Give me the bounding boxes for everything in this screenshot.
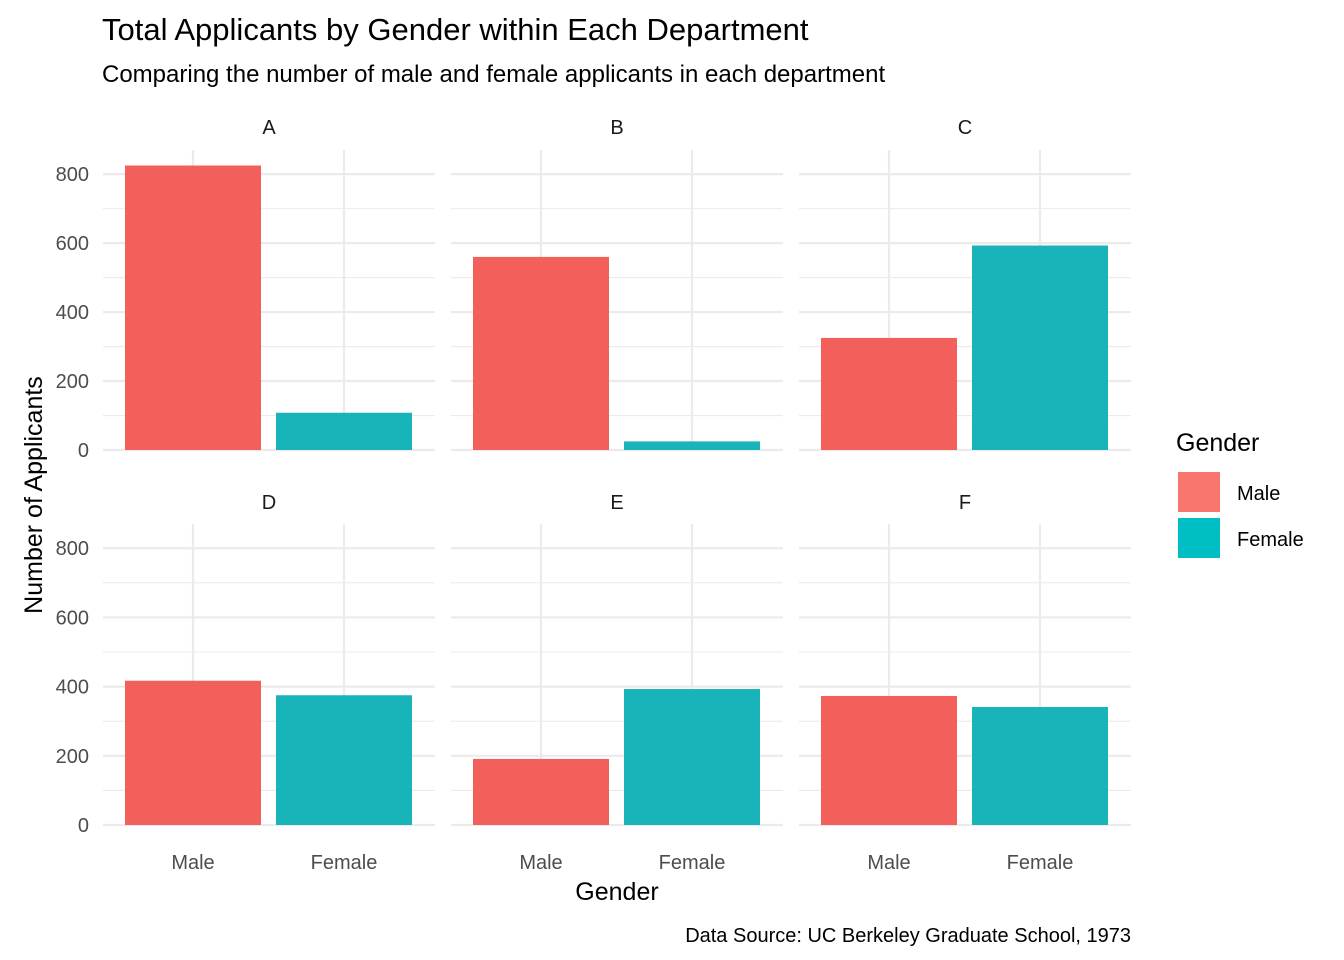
facet-label: B: [610, 117, 623, 139]
chart-caption: Data Source: UC Berkeley Graduate School…: [685, 925, 1131, 947]
legend-swatch-female: [1178, 518, 1220, 558]
x-tick-label: Female: [1007, 852, 1074, 874]
x-axis-title: Gender: [575, 878, 658, 906]
x-tick-label: Female: [659, 852, 726, 874]
y-tick-label: 0: [78, 440, 89, 462]
bar-e-male: [473, 758, 609, 825]
chart-subtitle: Comparing the number of male and female …: [102, 61, 885, 88]
facet-panel-f: F Male Female: [799, 492, 1131, 874]
x-tick-label: Male: [519, 852, 562, 874]
bar-c-female: [972, 245, 1108, 450]
facet-label: D: [262, 492, 276, 514]
y-tick-label: 600: [56, 233, 89, 255]
bar-f-male: [821, 695, 957, 825]
y-tick-label: 400: [56, 677, 89, 699]
facet-panels: A 0 200 400 600 800 B C D 0 200 400 600 800 Male Female…: [56, 117, 1131, 874]
x-tick-label: Male: [171, 852, 214, 874]
bar-a-female: [276, 412, 412, 450]
facet-panel-e: E Male Female: [451, 492, 783, 874]
y-tick-label: 600: [56, 607, 89, 629]
bar-f-female: [972, 707, 1108, 825]
facet-label: A: [262, 117, 276, 139]
y-tick-label: 200: [56, 371, 89, 393]
facet-panel-b: B: [451, 117, 783, 452]
legend-title: Gender: [1176, 429, 1259, 457]
y-tick-label: 800: [56, 164, 89, 186]
facet-label: E: [610, 492, 623, 514]
y-tick-label: 200: [56, 746, 89, 768]
facet-label: F: [959, 492, 971, 514]
chart-title: Total Applicants by Gender within Each D…: [102, 12, 809, 47]
facet-label: C: [958, 117, 972, 139]
x-tick-label: Female: [311, 852, 378, 874]
x-tick-label: Male: [867, 852, 910, 874]
facet-panel-a: A 0 200 400 600 800: [56, 117, 435, 462]
y-tick-label: 0: [78, 815, 89, 837]
bar-b-female: [624, 441, 760, 450]
legend-swatch-male: [1178, 472, 1220, 512]
bar-d-male: [125, 680, 261, 825]
y-tick-label: 400: [56, 302, 89, 324]
legend: Gender Male Female: [1176, 429, 1304, 558]
bar-e-female: [624, 689, 760, 825]
bar-c-male: [821, 337, 957, 450]
legend-label-female: Female: [1237, 529, 1304, 551]
facet-panel-c: C: [799, 117, 1131, 452]
y-tick-label: 800: [56, 538, 89, 560]
bar-a-male: [125, 165, 261, 450]
legend-label-male: Male: [1237, 483, 1280, 505]
bar-b-male: [473, 256, 609, 450]
y-axis-title: Number of Applicants: [20, 376, 48, 614]
facet-panel-d: D 0 200 400 600 800 Male Female: [56, 492, 435, 874]
bar-d-female: [276, 695, 412, 825]
